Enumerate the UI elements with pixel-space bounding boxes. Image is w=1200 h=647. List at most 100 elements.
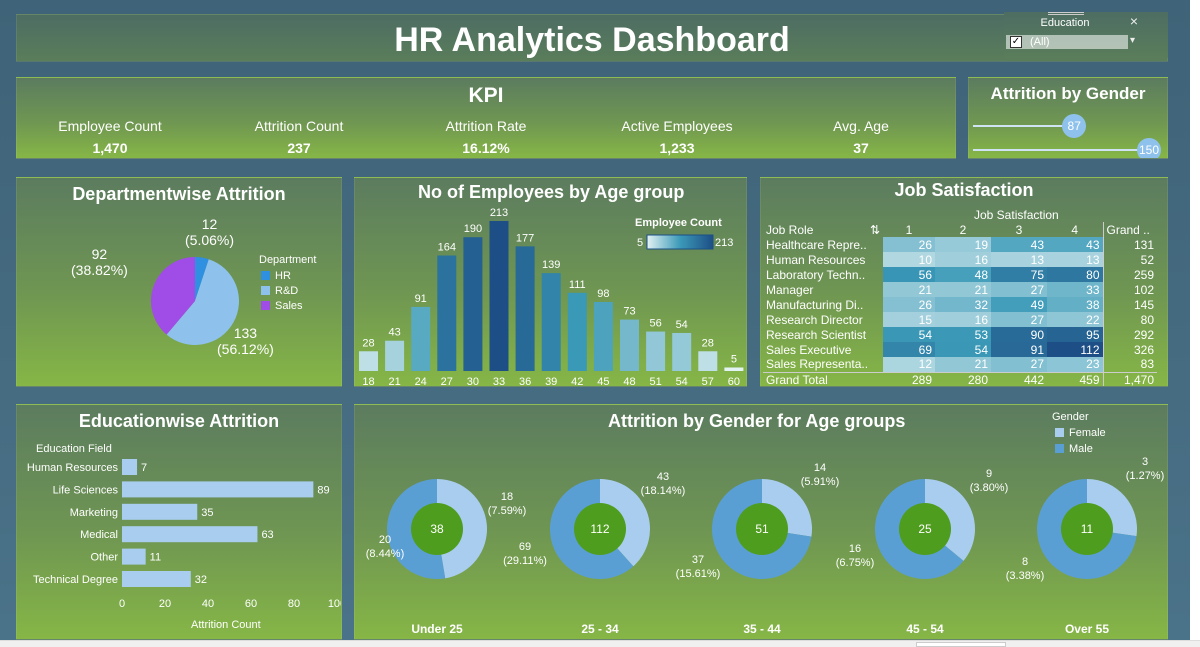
color-legend-title: Employee Count	[635, 217, 722, 229]
y-category-label: Marketing	[70, 507, 118, 519]
x-tick-label: 51	[649, 376, 661, 387]
legend-label: Female	[1069, 427, 1106, 439]
donut-total-label: 51	[755, 522, 769, 536]
x-tick-label: 30	[467, 376, 479, 387]
legend-male[interactable]: Male	[1055, 443, 1093, 455]
kpi-attrition-count: Attrition Count 237	[209, 118, 389, 156]
heat-cell: 69	[883, 342, 935, 357]
bar-value-label: 35	[201, 507, 213, 519]
department-title: Departmentwise Attrition	[72, 184, 286, 204]
donut-total-label: 38	[430, 522, 444, 536]
table-total-row: Grand Total 289 280 442 459 1,470	[763, 371, 1157, 386]
filter-select[interactable]: ✓ (All)	[1006, 35, 1128, 49]
female-value-label: 43 (18.14%)	[641, 471, 686, 497]
legend-female[interactable]: Female	[1055, 427, 1106, 439]
pie-slice-sales	[151, 257, 195, 335]
legend-label: Sales	[275, 300, 303, 312]
table-row[interactable]: Sales Executive 69 54 91 112 326	[763, 342, 1157, 357]
x-tick-label: 36	[519, 376, 531, 387]
heat-cell: 43	[991, 237, 1047, 252]
x-tick-label: 24	[415, 376, 427, 387]
heat-cell: 49	[991, 297, 1047, 312]
table-row[interactable]: Healthcare Repre.. 26 19 43 43 131	[763, 237, 1157, 252]
col-header-3[interactable]: 3	[1015, 222, 1023, 237]
heat-cell: 48	[935, 267, 991, 282]
x-tick-label: 40	[202, 598, 214, 610]
donut-center	[736, 503, 788, 555]
table-row[interactable]: Sales Representa.. 12 21 27 23 83	[763, 357, 1157, 372]
x-axis-label: Attrition Count	[191, 619, 261, 631]
row-role: Manufacturing Di..	[766, 297, 864, 312]
col-header-1[interactable]: 1	[905, 222, 913, 237]
col-header-2[interactable]: 2	[959, 222, 967, 237]
row-total: 145	[1102, 297, 1157, 312]
table-row[interactable]: Manager 21 21 27 33 102	[763, 282, 1157, 297]
kpi-panel: KPI Employee Count 1,470 Attrition Count…	[16, 77, 956, 159]
legend-sales[interactable]: Sales	[261, 300, 303, 312]
female-value-label: 9 (3.80%)	[970, 468, 1009, 494]
chevron-down-icon[interactable]: ▾	[1130, 35, 1136, 46]
attrition-gender-panel: Attrition by Gender 87 150	[968, 77, 1168, 159]
heat-cell: 21	[935, 282, 991, 297]
total-cell: 289	[883, 371, 935, 386]
checkbox-icon[interactable]: ✓	[1010, 36, 1022, 48]
horizontal-scrollbar[interactable]	[0, 640, 1200, 647]
table-row[interactable]: Human Resources 10 16 13 13 52	[763, 252, 1157, 267]
x-tick-label: 18	[362, 376, 374, 387]
heat-cell: 95	[1047, 327, 1103, 342]
vertical-scrollbar[interactable]	[1190, 0, 1200, 640]
close-icon[interactable]: ×	[1129, 13, 1138, 29]
age-group-bar-chart: Employee Count 5 213 28 18 43 21 91 24 164 27 19…	[359, 207, 744, 387]
color-legend-bar	[646, 234, 714, 250]
male-value-knob[interactable]: 150	[1137, 138, 1161, 158]
table-row[interactable]: Manufacturing Di.. 26 32 49 38 145	[763, 297, 1157, 312]
age-group-label: Over 55	[1065, 622, 1109, 636]
bar-value-label: 5	[731, 353, 737, 365]
x-tick-label: 21	[388, 376, 400, 387]
total-cell: 442	[991, 371, 1047, 386]
legend-rd[interactable]: R&D	[261, 285, 298, 297]
bar-value-label: 190	[464, 223, 482, 235]
table-header-row: Job Role ⇅ 1 2 3 4 Grand ..	[763, 222, 1157, 237]
heat-cell: 16	[935, 252, 991, 267]
filter-value: (All)	[1030, 36, 1050, 48]
sort-icon[interactable]: ⇅	[869, 222, 880, 237]
swatch-icon	[261, 301, 270, 310]
age-group-label: 45 - 54	[906, 622, 944, 636]
row-role: Sales Executive	[766, 342, 852, 357]
x-tick-label: 80	[288, 598, 300, 610]
heat-cell: 26	[883, 297, 935, 312]
attrition-gender-title: Attrition by Gender	[990, 84, 1146, 103]
table-row[interactable]: Research Scientist 54 53 90 95 292	[763, 327, 1157, 342]
table-row[interactable]: Laboratory Techn.. 56 48 75 80 259	[763, 267, 1157, 282]
y-category-label: Human Resources	[27, 462, 119, 474]
kpi-attrition-rate: Attrition Rate 16.12%	[396, 118, 576, 156]
kpi-value: 1,233	[659, 140, 695, 156]
kpi-employee-count: Employee Count 1,470	[20, 118, 200, 156]
heat-cell: 27	[991, 282, 1047, 297]
heat-cell: 75	[991, 267, 1047, 282]
job-satisfaction-panel: Job Satisfaction Job Satisfaction Job Ro…	[760, 177, 1168, 387]
heat-cell: 12	[883, 357, 935, 372]
x-tick-label: 45	[597, 376, 609, 387]
col-header-grand[interactable]: Grand ..	[1102, 222, 1157, 237]
legend-label: Male	[1069, 443, 1093, 455]
drag-handle-icon[interactable]	[1048, 12, 1084, 15]
heat-cell: 13	[991, 252, 1047, 267]
heat-cell: 53	[935, 327, 991, 342]
row-total: 102	[1102, 282, 1157, 297]
row-total: 83	[1102, 357, 1157, 372]
heat-cell: 21	[935, 357, 991, 372]
table-row[interactable]: Research Director 15 16 27 22 80	[763, 312, 1157, 327]
female-value-knob[interactable]: 87	[1062, 114, 1087, 138]
col-header-4[interactable]: 4	[1071, 222, 1079, 237]
legend-hr[interactable]: HR	[261, 270, 291, 282]
heat-cell: 90	[991, 327, 1047, 342]
scrollbar-thumb[interactable]	[916, 642, 1006, 647]
age-group-label: 25 - 34	[581, 622, 619, 636]
age-bar	[567, 292, 587, 371]
row-total: 131	[1102, 237, 1157, 252]
x-tick-label: 0	[119, 598, 125, 610]
col-header-role[interactable]: Job Role ⇅	[763, 222, 883, 237]
education-filter[interactable]: Education × ✓ (All) ▾	[1004, 12, 1168, 58]
